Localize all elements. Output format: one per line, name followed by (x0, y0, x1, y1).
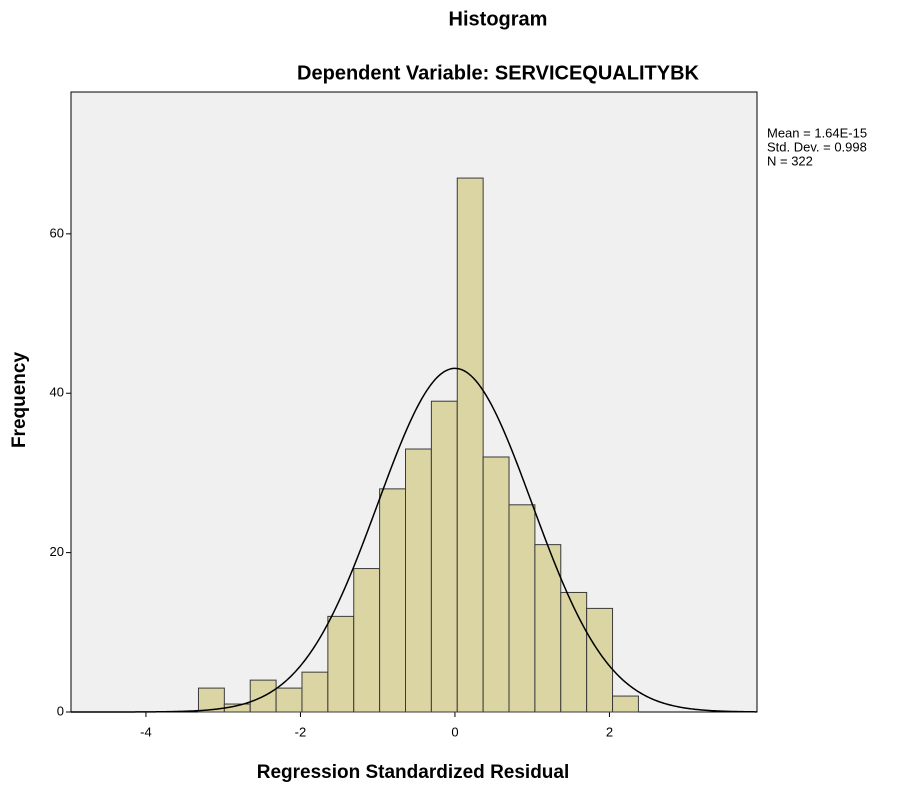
histogram-bar (508, 504, 536, 713)
chart-title: Histogram (449, 8, 548, 30)
x-axis-label: Regression Standardized Residual (257, 762, 570, 783)
stat-n: N = 322 (767, 153, 813, 168)
histogram-bar (560, 591, 588, 713)
histogram-bar (353, 568, 381, 713)
histogram-bar (379, 488, 407, 713)
y-tick-label: 40 (50, 385, 64, 400)
y-tick-label: 20 (50, 544, 64, 559)
stat-std-dev: Std. Dev. = 0.998 (767, 139, 867, 154)
y-tick-label: 0 (57, 703, 64, 718)
y-axis-label: Frequency (9, 352, 30, 449)
histogram-bar (586, 607, 614, 713)
x-tick-label: 0 (451, 724, 458, 739)
x-tick-label: -4 (140, 724, 152, 739)
histogram-bar (249, 679, 277, 713)
histogram-bar (482, 456, 510, 713)
normal-curve (71, 367, 758, 713)
histogram-bar (612, 695, 639, 713)
histogram-bar (456, 177, 484, 713)
x-tick-label: 2 (606, 724, 613, 739)
histogram-bar (327, 615, 355, 713)
histogram-bar (275, 687, 303, 713)
histogram-bar (197, 687, 225, 713)
histogram-bar (430, 400, 458, 713)
stat-mean: Mean = 1.64E-15 (767, 125, 867, 140)
histogram-bar (405, 448, 432, 713)
histogram-bar (301, 671, 329, 713)
x-tick-label: -2 (295, 724, 307, 739)
chart-subtitle: Dependent Variable: SERVICEQUALITYBK (297, 62, 699, 84)
y-tick-label: 60 (50, 225, 64, 240)
